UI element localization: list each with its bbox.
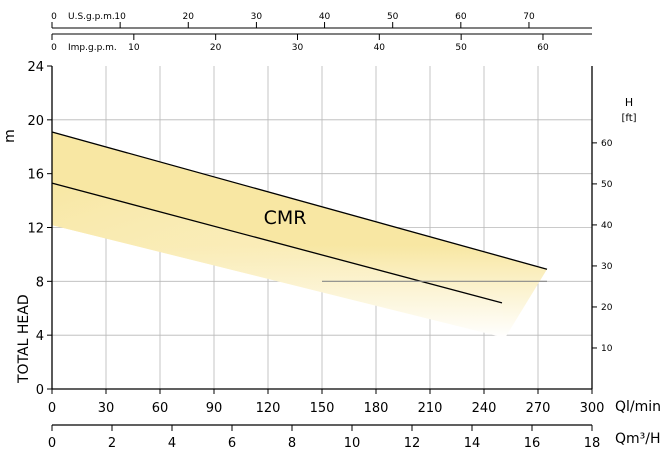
top-impgpm-ticks: 0 10 20 30 40 50 60 xyxy=(51,34,549,53)
x-secondary-tick-label: 6 xyxy=(228,436,236,451)
y-left-tick-label: 12 xyxy=(27,222,44,237)
x-primary-tick-label: 120 xyxy=(256,401,281,416)
y-right-ticks: 10 20 30 40 50 60 xyxy=(592,139,613,354)
top-impgpm-tick-label: 10 xyxy=(128,43,140,53)
x-secondary-tick-label: 14 xyxy=(464,436,481,451)
operating-band-fade xyxy=(52,183,505,338)
x-secondary-tick-label: 2 xyxy=(108,436,116,451)
top-usgpm-tick-label: 50 xyxy=(387,12,399,22)
y-right-tick-label: 20 xyxy=(601,303,613,313)
y-left-tick-label: 4 xyxy=(36,329,44,344)
x-primary-ticks: 0 30 60 90 120 150 180 210 240 270 300 xyxy=(48,389,605,416)
y-left-unit: m xyxy=(2,129,18,143)
top-impgpm-tick-label: 50 xyxy=(455,43,467,53)
x-secondary-tick-label: 18 xyxy=(584,436,601,451)
top-impgpm-tick-label: 40 xyxy=(374,43,386,53)
x-primary-tick-label: 60 xyxy=(152,401,169,416)
upper-curve xyxy=(51,131,548,270)
curve-lines xyxy=(51,131,548,304)
x-secondary-tick-label: 12 xyxy=(404,436,421,451)
x-secondary-ticks: 0 2 4 6 8 10 12 14 16 18 xyxy=(48,425,600,451)
x-primary-tick-label: 210 xyxy=(418,401,443,416)
top-usgpm-tick-label: 0 xyxy=(51,12,57,22)
top-impgpm-tick-label: 30 xyxy=(292,43,304,53)
x-secondary-tick-label: 8 xyxy=(288,436,296,451)
x-secondary-unit: Qm³/H xyxy=(615,431,661,447)
lower-curve xyxy=(51,182,503,304)
y-left-axis-label: TOTAL HEAD xyxy=(16,294,32,384)
y-left-tick-label: 0 xyxy=(36,383,44,398)
x-primary-tick-label: 180 xyxy=(364,401,389,416)
top-usgpm-tick-label: 30 xyxy=(251,12,263,22)
top-impgpm-tick-label: 0 xyxy=(51,43,57,53)
top-impgpm-tick-label: 20 xyxy=(210,43,222,53)
y-left-tick-label: 8 xyxy=(36,275,44,290)
top-usgpm-tick-label: 70 xyxy=(523,12,535,22)
x-secondary-tick-label: 4 xyxy=(168,436,176,451)
x-secondary-tick-label: 0 xyxy=(48,436,56,451)
y-right-tick-label: 40 xyxy=(601,221,613,231)
x-primary-tick-label: 150 xyxy=(310,401,335,416)
x-secondary-tick-label: 10 xyxy=(344,436,361,451)
top-usgpm-ticks: 0 10 20 30 40 50 60 70 xyxy=(51,12,535,28)
top-usgpm-tick-label: 10 xyxy=(114,12,126,22)
x-secondary-tick-label: 16 xyxy=(524,436,541,451)
band-label: CMR xyxy=(264,207,307,229)
y-right-tick-label: 60 xyxy=(601,139,613,149)
axes xyxy=(51,27,593,426)
y-left-tick-label: 20 xyxy=(27,114,44,129)
top-usgpm-tick-label: 60 xyxy=(455,12,467,22)
y-left-ticks: 0 4 8 12 16 20 24 xyxy=(27,60,52,398)
y-right-tick-label: 10 xyxy=(601,344,613,354)
y-right-axis-label: H xyxy=(625,96,633,109)
top-usgpm-tick-label: 20 xyxy=(183,12,195,22)
x-primary-tick-label: 270 xyxy=(526,401,551,416)
top-impgpm-tick-label: 60 xyxy=(537,43,549,53)
top-scale-2-label: Imp.g.p.m. xyxy=(68,43,117,53)
top-usgpm-tick-label: 40 xyxy=(319,12,331,22)
x-primary-unit: Ql/min xyxy=(615,399,661,415)
y-right-tick-label: 30 xyxy=(601,262,613,272)
x-primary-tick-label: 0 xyxy=(48,401,56,416)
y-left-tick-label: 24 xyxy=(27,60,44,75)
x-primary-tick-label: 90 xyxy=(206,401,223,416)
y-right-unit: [ft] xyxy=(621,113,636,124)
y-left-tick-label: 16 xyxy=(27,168,44,183)
top-scale-1-label: U.S.g.p.m. xyxy=(68,12,115,22)
y-right-tick-label: 50 xyxy=(601,180,613,190)
x-primary-tick-label: 30 xyxy=(98,401,115,416)
x-primary-tick-label: 300 xyxy=(580,401,605,416)
x-primary-tick-label: 240 xyxy=(472,401,497,416)
